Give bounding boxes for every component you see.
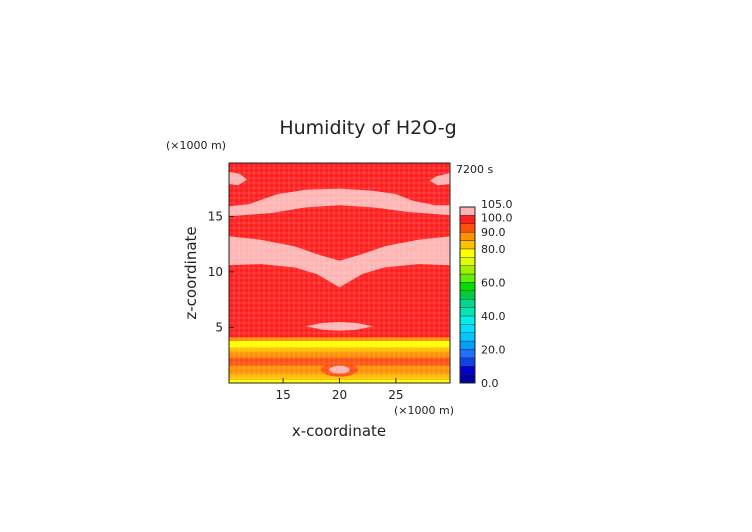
- region-top-right-lobe: [429, 173, 450, 186]
- near-surface-band-4: [229, 351, 450, 358]
- colorbar-band: [459, 248, 476, 258]
- colorbar-tick-label: 0.0: [481, 377, 499, 390]
- x-unit-label: (×1000 m): [394, 404, 454, 417]
- colorbar-band: [459, 366, 476, 375]
- colorbar-band: [459, 282, 476, 292]
- colorbar-band: [459, 349, 476, 359]
- colorbar-band: [459, 231, 476, 241]
- x-axis-label: x-coordinate: [292, 422, 386, 440]
- colorbar-band: [459, 273, 476, 283]
- colorbar-band: [459, 315, 476, 325]
- region-lower-lens: [305, 321, 374, 331]
- near-surface-band-5: [229, 347, 450, 352]
- region-upper-band: [229, 188, 450, 217]
- y-tick-label: 10: [208, 265, 223, 279]
- plot-grid: [229, 163, 450, 383]
- region-middle-chevron: [229, 236, 450, 288]
- x-tick-label: 25: [388, 388, 403, 402]
- colorbar-band: [459, 257, 476, 266]
- colorbar-band: [459, 374, 476, 384]
- surface-feature-inner: [329, 365, 350, 374]
- y-tick-label: 15: [208, 209, 223, 223]
- near-surface-band-1: [229, 374, 450, 380]
- island-center: [332, 248, 347, 258]
- y-axis-label: z-coordinate: [182, 226, 200, 319]
- colorbar-tick-label: 90.0: [481, 226, 506, 239]
- time-label: 7200 s: [456, 163, 493, 176]
- colorbar-tick-label: 80.0: [481, 243, 506, 256]
- chart-title: Humidity of H2O-g: [279, 117, 456, 139]
- colorbar-tick-label: 105.0: [481, 198, 513, 211]
- region-top-left-lobe: [229, 171, 247, 186]
- colorbar-band: [459, 332, 476, 342]
- x-tick-label: 20: [332, 388, 347, 402]
- y-tick-label: 5: [215, 320, 223, 334]
- colorbar-frame: [459, 206, 476, 384]
- colorbar-band: [459, 223, 476, 233]
- x-axis-ticks: 15 20 25: [275, 378, 404, 402]
- colorbar: [459, 206, 476, 384]
- near-surface-band-6: [229, 340, 450, 348]
- colorbar-band: [459, 206, 476, 216]
- colorbar-band: [459, 215, 476, 224]
- colorbar-band: [459, 240, 476, 250]
- colorbar-tick-label: 60.0: [481, 276, 506, 289]
- colorbar-tick-label: 40.0: [481, 310, 506, 323]
- near-surface-band-7: [229, 337, 450, 341]
- colorbar-band: [459, 307, 476, 317]
- colorbar-band: [459, 340, 476, 350]
- y-axis-ticks: 5 10 15: [208, 209, 234, 334]
- x-tick-label: 15: [275, 388, 290, 402]
- colorbar-band: [459, 357, 476, 367]
- colorbar-band: [459, 298, 476, 308]
- colorbar-band: [459, 265, 476, 275]
- colorbar-band: [459, 290, 476, 300]
- island-left: [296, 240, 306, 246]
- colorbar-tick-label: 100.0: [481, 211, 513, 224]
- colorbar-band: [459, 324, 476, 333]
- z-unit-label: (×1000 m): [166, 139, 226, 152]
- colorbar-tick-label: 20.0: [481, 343, 506, 356]
- near-surface-band-3: [229, 357, 450, 366]
